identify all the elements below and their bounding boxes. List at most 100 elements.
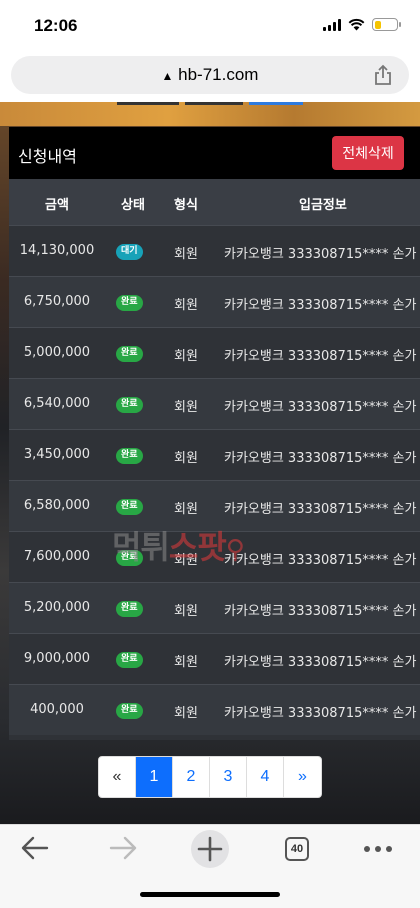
location-pin-icon: ⚲ <box>225 535 245 565</box>
pagination-prev[interactable]: « <box>99 757 136 797</box>
row-type: 회원 <box>174 553 198 568</box>
column-header-type: 형식 <box>174 198 198 213</box>
row-type: 회원 <box>174 298 198 313</box>
row-status: 대기 <box>116 242 143 260</box>
column-header-deposit-info: 입금정보 <box>299 198 347 213</box>
pagination: « 1 2 3 4 » <box>98 756 322 798</box>
row-status: 완료 <box>116 446 143 464</box>
row-deposit-info: 카카오뱅크 333308715**** 손가 <box>224 655 417 670</box>
status-badge: 완료 <box>116 295 143 311</box>
table-row: 5,200,000 완료 회원 카카오뱅크 333308715**** 손가 <box>9 582 420 633</box>
pagination-page-2[interactable]: 2 <box>173 757 210 797</box>
status-badge: 완료 <box>116 601 143 617</box>
more-options-icon[interactable] <box>363 845 393 853</box>
forward-arrow-icon[interactable] <box>108 835 138 861</box>
row-type: 회원 <box>174 502 198 517</box>
table-row: 3,450,000 완료 회원 카카오뱅크 333308715**** 손가 <box>9 429 420 480</box>
share-icon[interactable] <box>373 64 393 86</box>
row-amount: 6,580,000 <box>23 498 91 513</box>
row-deposit-info: 카카오뱅크 333308715**** 손가 <box>224 604 417 619</box>
watermark-part2: 스팟 <box>168 528 227 566</box>
cellular-signal-icon <box>323 18 341 31</box>
browser-address-area: ▲ hb-71.com <box>0 50 420 102</box>
row-type: 회원 <box>174 247 198 262</box>
row-type: 회원 <box>174 451 198 466</box>
page-top-banner <box>0 102 420 126</box>
row-type: 회원 <box>174 604 198 619</box>
url-display[interactable]: ▲ hb-71.com <box>11 65 409 85</box>
address-bar[interactable]: ▲ hb-71.com <box>11 56 409 94</box>
row-amount: 5,200,000 <box>23 600 91 615</box>
row-status: 완료 <box>116 344 143 362</box>
status-badge: 완료 <box>116 703 143 719</box>
table-row: 9,000,000 완료 회원 카카오뱅크 333308715**** 손가 <box>9 633 420 684</box>
watermark-part1: 먹튀 <box>112 528 170 566</box>
row-type: 회원 <box>174 655 198 670</box>
row-amount: 400,000 <box>30 702 84 717</box>
row-deposit-info: 카카오뱅크 333308715**** 손가 <box>224 502 417 517</box>
column-header-amount: 금액 <box>45 198 69 213</box>
back-arrow-icon[interactable] <box>20 835 50 861</box>
web-page: 신청내역 전체삭제 금액 상태 형식 입금정보 14,130,000 대기 회원 카카… <box>0 102 420 824</box>
tab-switcher-button[interactable]: 40 <box>285 837 309 861</box>
table-row: 6,580,000 완료 회원 카카오뱅크 333308715**** 손가 <box>9 480 420 531</box>
row-amount: 6,750,000 <box>23 294 91 309</box>
banner-tab-active <box>249 102 303 105</box>
row-deposit-info: 카카오뱅크 333308715**** 손가 <box>224 349 417 364</box>
row-deposit-info: 카카오뱅크 333308715**** 손가 <box>224 400 417 415</box>
row-type: 회원 <box>174 400 198 415</box>
status-badge: 대기 <box>116 244 143 260</box>
row-type: 회원 <box>174 349 198 364</box>
status-bar: 12:06 <box>0 0 420 50</box>
status-badge: 완료 <box>116 652 143 668</box>
panel-header: 신청내역 전체삭제 <box>9 127 420 179</box>
plus-icon <box>197 836 223 862</box>
row-status: 완료 <box>116 497 143 515</box>
banner-tab <box>185 102 243 105</box>
pagination-next[interactable]: » <box>298 768 307 785</box>
row-status: 완료 <box>116 599 143 617</box>
battery-icon <box>372 18 401 31</box>
table-row: 5,000,000 완료 회원 카카오뱅크 333308715**** 손가 <box>9 327 420 378</box>
status-icons <box>323 18 401 31</box>
row-amount: 14,130,000 <box>19 243 95 258</box>
home-indicator <box>140 892 280 897</box>
new-tab-button[interactable] <box>191 830 229 868</box>
table-row: 400,000 완료 회원 카카오뱅크 333308715**** 손가 <box>9 684 420 735</box>
row-amount: 5,000,000 <box>23 345 91 360</box>
row-status: 완료 <box>116 650 143 668</box>
row-deposit-info: 카카오뱅크 333308715**** 손가 <box>224 451 417 466</box>
table-row: 6,540,000 완료 회원 카카오뱅크 333308715**** 손가 <box>9 378 420 429</box>
pagination-page-3[interactable]: 3 <box>210 757 247 797</box>
row-deposit-info: 카카오뱅크 333308715**** 손가 <box>224 298 417 313</box>
row-amount: 9,000,000 <box>23 651 91 666</box>
status-time: 12:06 <box>34 16 78 35</box>
status-badge: 완료 <box>116 499 143 515</box>
column-header-status: 상태 <box>121 198 145 213</box>
row-status: 완료 <box>116 701 143 719</box>
panel-title: 신청내역 <box>18 147 77 166</box>
status-badge: 완료 <box>116 346 143 362</box>
row-type: 회원 <box>174 706 198 721</box>
delete-all-button[interactable]: 전체삭제 <box>332 136 404 170</box>
row-amount: 6,540,000 <box>23 396 91 411</box>
status-badge: 완료 <box>116 397 143 413</box>
status-badge: 완료 <box>116 550 143 566</box>
row-amount: 3,450,000 <box>23 447 91 462</box>
request-history-panel: 신청내역 전체삭제 금액 상태 형식 입금정보 14,130,000 대기 회원 카카… <box>9 127 420 740</box>
row-status: 완료 <box>116 548 143 566</box>
row-deposit-info: 카카오뱅크 333308715**** 손가 <box>224 553 417 568</box>
table-header: 금액 상태 형식 입금정보 <box>9 179 420 225</box>
table-row: 7,600,000 완료 회원 카카오뱅크 333308715**** 손가 <box>9 531 420 582</box>
pagination-page-4[interactable]: 4 <box>247 757 284 797</box>
row-deposit-info: 카카오뱅크 333308715**** 손가 <box>224 247 417 262</box>
row-amount: 7,600,000 <box>23 549 91 564</box>
watermark: 먹튀스팟⚲ <box>112 522 245 568</box>
table-row: 14,130,000 대기 회원 카카오뱅크 333308715**** 손가 <box>9 225 420 276</box>
banner-tab <box>117 102 179 105</box>
row-status: 완료 <box>116 293 143 311</box>
status-badge: 완료 <box>116 448 143 464</box>
lock-icon: ▲ <box>161 69 174 83</box>
pagination-page-1[interactable]: 1 <box>136 757 173 797</box>
table-row: 6,750,000 완료 회원 카카오뱅크 333308715**** 손가 <box>9 276 420 327</box>
